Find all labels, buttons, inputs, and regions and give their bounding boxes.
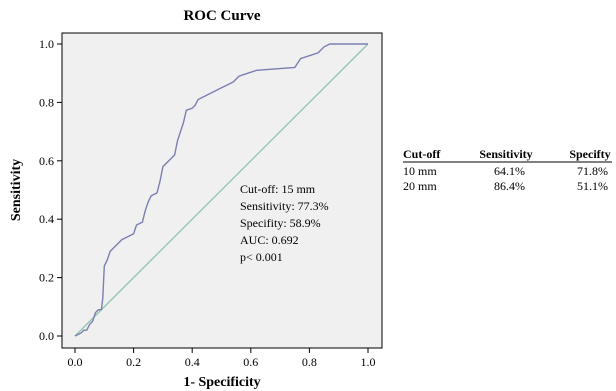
y-axis-title: Sensitivity [9, 159, 24, 221]
y-tick-label: 0.6 [39, 154, 54, 168]
x-tick-label: 0.6 [243, 355, 258, 369]
table-cell: 71.8% [577, 164, 608, 178]
y-tick-label: 0.4 [39, 212, 54, 226]
table-cell: 51.1% [577, 179, 608, 193]
table-cell: 20 mm [403, 179, 437, 193]
chart-title: ROC Curve [183, 8, 260, 24]
annotation-cutoff: Cut-off: 15 mm [240, 182, 316, 196]
roc-line [74, 43, 368, 337]
table-cell: 10 mm [403, 164, 437, 178]
y-tick-label: 0.0 [39, 329, 54, 343]
y-tick-label: 0.2 [39, 271, 54, 285]
cutoff-table: Cut-off Sensitivity Specifty 10 mm 64.1%… [403, 147, 612, 193]
stats-annotation: Cut-off: 15 mm Sensitivity: 77.3% Specif… [240, 182, 329, 264]
reference-line [74, 43, 369, 337]
x-tick-label: 0.8 [302, 355, 317, 369]
x-tick-label: 1.0 [361, 355, 376, 369]
y-tick-label: 0.8 [39, 95, 54, 109]
table-header-sensitivity: Sensitivity [479, 147, 532, 161]
x-tick-label: 0.0 [68, 355, 83, 369]
x-axis-title: 1- Specificity [183, 375, 260, 390]
table-header-specificity: Specifty [569, 147, 610, 161]
annotation-sensitivity: Sensitivity: 77.3% [240, 199, 329, 213]
annotation-p-value: p< 0.001 [240, 250, 283, 264]
y-axis: 0.0 0.2 0.4 0.6 0.8 1.0 [39, 37, 62, 343]
table-cell: 86.4% [494, 179, 525, 193]
y-tick-label: 1.0 [39, 37, 54, 51]
x-tick-label: 0.2 [126, 355, 141, 369]
annotation-specificity: Specifity: 58.9% [240, 216, 321, 230]
table-header-cutoff: Cut-off [403, 147, 441, 161]
table-cell: 64.1% [494, 164, 525, 178]
x-tick-label: 0.4 [185, 355, 200, 369]
x-axis: 0.0 0.2 0.4 0.6 0.8 1.0 [68, 348, 376, 369]
annotation-auc: AUC: 0.692 [240, 233, 299, 247]
